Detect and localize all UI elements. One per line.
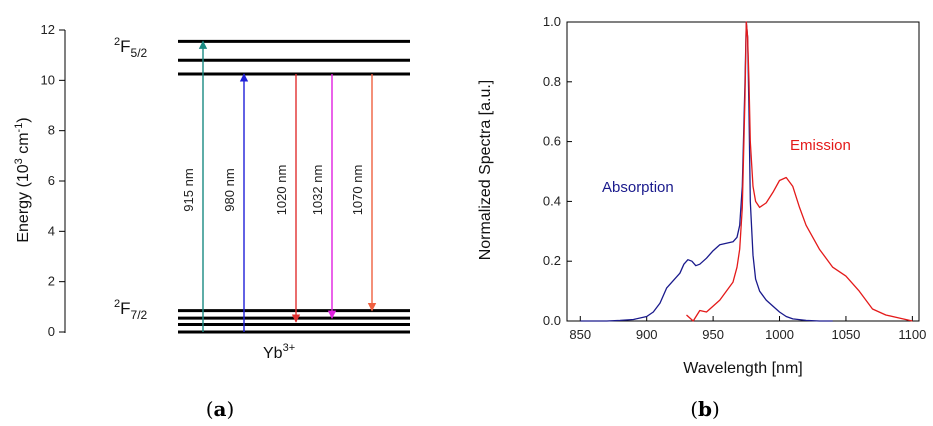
transitions: 915 nm 980 nm 1020 nm 1032 nm 1070 nm — [181, 40, 377, 332]
panel-b-x-tick-label: 900 — [636, 327, 658, 342]
panel-b-y-axis-label: Normalized Spectra [a.u.] — [477, 80, 494, 261]
panel-b-y-tick-label: 0.8 — [543, 74, 561, 89]
transition-label: 980 nm — [222, 168, 237, 211]
transition-label: 1032 nm — [310, 165, 325, 216]
energy-level-diagram: 0 2 4 6 8 10 12 915 nm 980 nm 1020 nm 1032 nm 1070… — [13, 22, 410, 362]
panel-b-x-axis-label: Wavelength [nm] — [683, 360, 802, 377]
panel-a-y-tick-label: 12 — [41, 22, 55, 37]
series-label-emission: Emission — [790, 137, 851, 154]
spectra-series — [580, 21, 913, 322]
series-label-absorption: Absorption — [602, 179, 674, 196]
panel-a-y-tick-label: 8 — [48, 123, 55, 138]
panel-b-x-tick-label: 1100 — [898, 327, 926, 342]
panel-a-y-axis-label: Energy (103 cm-1) — [13, 117, 32, 242]
panel-b-ticks: 850 900 950 1000 1050 1100 0.0 0.2 0.4 0.6 0.8 1.0 — [543, 14, 926, 342]
panel-b-y-tick-label: 1.0 — [543, 14, 561, 29]
emission-series-line — [686, 21, 913, 322]
panel-b-y-tick-label: 0.2 — [543, 253, 561, 268]
panel-b-x-tick-label: 950 — [702, 327, 724, 342]
panel-b-y-tick-label: 0.4 — [543, 193, 561, 208]
panel-b-x-tick-label: 850 — [569, 327, 591, 342]
panel-a-y-tick-label: 10 — [41, 72, 55, 87]
ion-label: Yb3+ — [263, 342, 295, 362]
panel-a-y-tick-label: 6 — [48, 173, 55, 188]
transition-label: 1020 nm — [274, 165, 289, 216]
transition-label: 915 nm — [181, 168, 196, 211]
absorption-series-line — [580, 21, 833, 322]
lower-manifold-label: 2F7/2 — [114, 298, 148, 322]
panel-b-y-tick-label: 0.6 — [543, 134, 561, 149]
panel-b-x-tick-label: 1050 — [831, 327, 860, 342]
spectra-chart: 850 900 950 1000 1050 11000.00.20.40.60.81.0 … — [477, 14, 926, 377]
panel-b-y-tick-label: 0.0 — [543, 313, 561, 328]
plot-frame — [566, 21, 920, 322]
energy-levels — [178, 39, 410, 334]
upper-manifold-label: 2F5/2 — [114, 36, 148, 60]
panel-a-y-tick-label: 4 — [48, 223, 55, 238]
panel-a-y-tick-label: 2 — [48, 274, 55, 289]
panel-a-caption: (a) — [206, 397, 235, 421]
panel-b-x-tick-label: 1000 — [765, 327, 794, 342]
panel-a-y-ticks: 0 2 4 6 8 10 12 — [41, 22, 65, 339]
panel-b-caption: (b) — [690, 397, 720, 421]
transition-label: 1070 nm — [350, 165, 365, 216]
panel-a-y-tick-label: 0 — [48, 324, 55, 339]
